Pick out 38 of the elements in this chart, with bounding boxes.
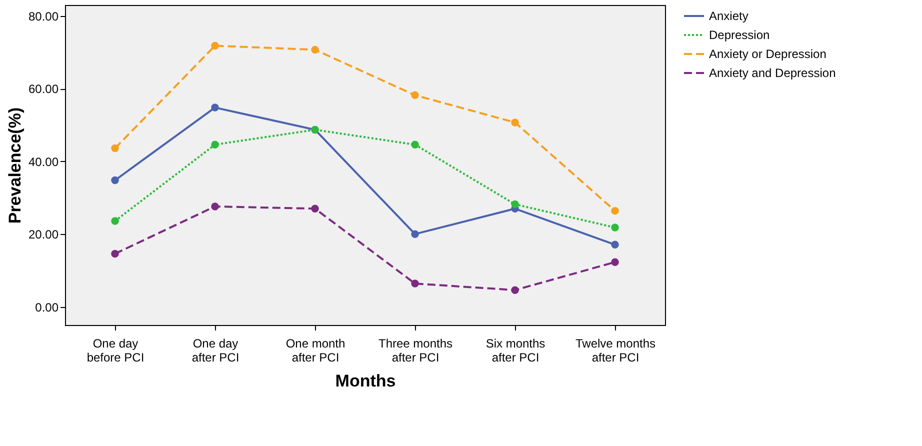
point: [411, 140, 419, 148]
point: [111, 217, 119, 225]
x-tick-label: One month after PCI: [286, 336, 346, 364]
y-tick-label: 60.00: [28, 82, 59, 96]
point: [311, 46, 319, 54]
y-tick-label: 80.00: [28, 9, 59, 24]
legend-label: Depression: [709, 28, 770, 42]
y-tick-label: 0.00: [35, 300, 59, 314]
x-axis-title: Months: [335, 372, 396, 390]
point: [411, 230, 419, 238]
point: [611, 258, 619, 266]
point: [111, 144, 119, 152]
point: [311, 204, 319, 212]
x-tick-label: Three months after PCI: [378, 336, 453, 364]
x-tick-label: Six months after PCI: [486, 336, 546, 364]
point: [511, 286, 519, 294]
point: [411, 280, 419, 288]
x-tick-label: One day after PCI: [192, 336, 240, 364]
y-tick-label: 20.00: [28, 228, 59, 242]
point: [211, 140, 219, 148]
legend-label: Anxiety or Depression: [709, 47, 826, 61]
point: [511, 200, 519, 208]
point: [611, 224, 619, 232]
y-tick-label: 40.00: [28, 154, 59, 169]
point: [511, 118, 519, 126]
point: [211, 104, 219, 112]
point: [111, 176, 119, 184]
point: [211, 42, 219, 50]
x-tick-label: One day before PCI: [86, 336, 144, 364]
x-tick-label: Twelve months after PCI: [575, 336, 656, 364]
y-axis-title: Prevalence(%): [5, 107, 24, 224]
point: [211, 202, 219, 210]
point: [411, 91, 419, 100]
point: [611, 240, 619, 248]
legend-label: Anxiety and Depression: [709, 66, 836, 80]
point: [111, 250, 119, 258]
legend-label: Anxiety: [709, 9, 748, 23]
point: [611, 206, 619, 215]
